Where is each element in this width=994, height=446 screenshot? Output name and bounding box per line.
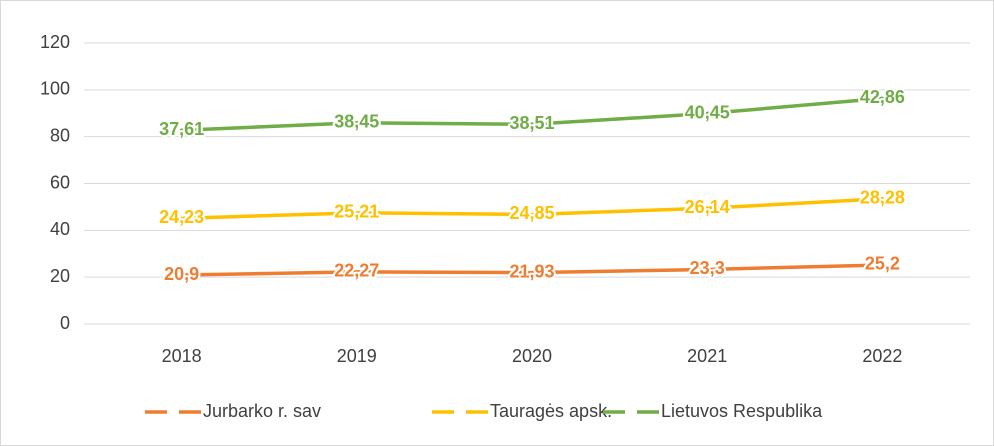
data-label: 40,45 <box>685 102 730 122</box>
x-tick-label: 2022 <box>862 346 902 366</box>
series-line <box>179 96 885 133</box>
x-tick-label: 2018 <box>162 346 202 366</box>
x-tick-label: 2020 <box>512 346 552 366</box>
legend-label: Jurbarko r. sav <box>203 401 321 421</box>
y-tick-label: 120 <box>40 32 70 52</box>
legend-label: Lietuvos Respublika <box>661 401 823 421</box>
data-label: 38,45 <box>334 112 379 132</box>
y-tick-label: 40 <box>50 219 70 239</box>
data-label: 38,51 <box>509 113 554 133</box>
x-tick-label: 2021 <box>687 346 727 366</box>
y-tick-label: 100 <box>40 79 70 99</box>
data-label: 23,3 <box>690 258 725 278</box>
y-tick-label: 0 <box>60 313 70 333</box>
data-label: 28,28 <box>860 188 905 208</box>
y-tick-label: 60 <box>50 172 70 192</box>
legend-label: Tauragės apsk. <box>490 401 612 421</box>
data-label: 37,61 <box>159 119 204 139</box>
series-line <box>179 263 885 277</box>
data-label: 24,85 <box>509 203 554 223</box>
data-label: 20,9 <box>164 264 199 284</box>
series-line <box>179 197 885 221</box>
y-tick-label: 80 <box>50 125 70 145</box>
data-label: 25,2 <box>865 254 900 274</box>
data-label: 21,93 <box>509 261 554 281</box>
x-tick-label: 2019 <box>337 346 377 366</box>
data-label: 42,86 <box>860 87 905 107</box>
data-label: 26,14 <box>685 197 730 217</box>
data-label: 24,23 <box>159 207 204 227</box>
y-tick-label: 20 <box>50 266 70 286</box>
data-label: 25,21 <box>334 202 379 222</box>
data-label: 22,27 <box>334 261 379 281</box>
